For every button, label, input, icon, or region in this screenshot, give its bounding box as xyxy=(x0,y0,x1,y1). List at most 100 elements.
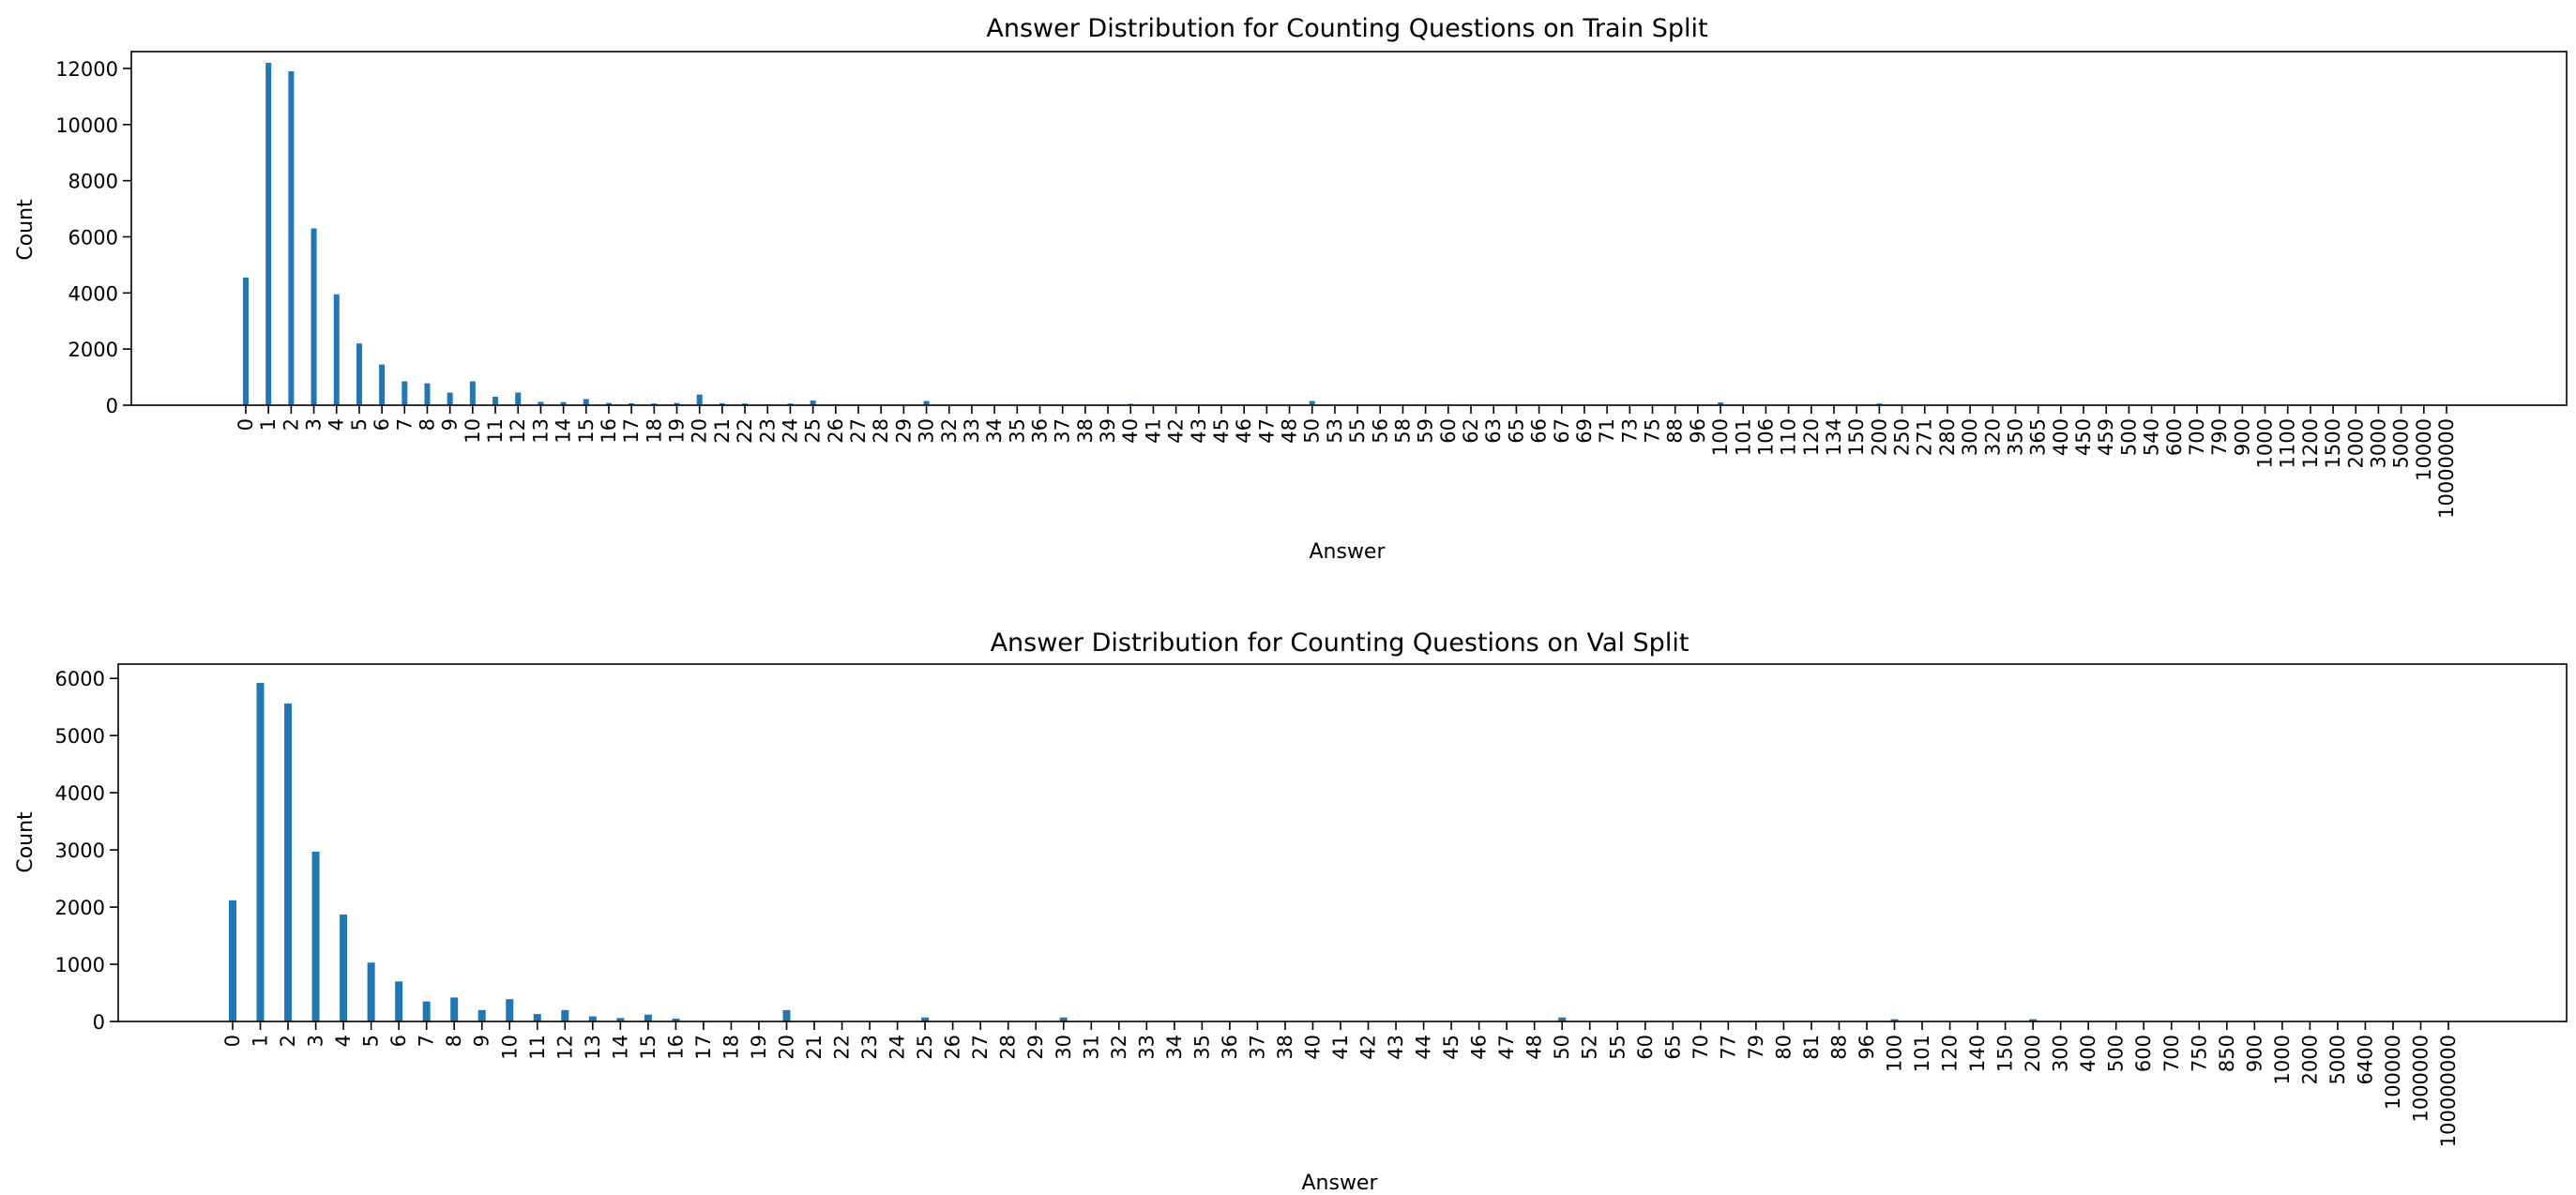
train-xtick-label: 62 xyxy=(1460,418,1482,444)
val-xtick-label: 79 xyxy=(1745,1035,1767,1060)
train-xtick-label: 24 xyxy=(779,418,801,444)
val-xtick-label: 500 xyxy=(2105,1035,2128,1072)
val-xtick-label: 50 xyxy=(1551,1035,1573,1060)
val-xtick-label: 6 xyxy=(387,1035,410,1047)
train-xtick-label: 16 xyxy=(598,418,620,444)
train-bar xyxy=(651,403,658,405)
val-xtick-label: 600 xyxy=(2132,1035,2155,1072)
train-xtick-label: 5000 xyxy=(2390,418,2413,468)
train-xtick-label: 29 xyxy=(892,418,915,444)
train-xtick-label: 5 xyxy=(348,418,371,431)
val-bar xyxy=(1558,1017,1567,1021)
train-xtick-label: 1100 xyxy=(2277,418,2299,468)
train-xtick-label: 1500 xyxy=(2322,418,2344,468)
train-xtick-label: 32 xyxy=(938,418,961,444)
train-bar xyxy=(787,403,794,405)
val-xtick-label: 23 xyxy=(858,1035,881,1060)
train-plot-frame xyxy=(130,51,2568,406)
train-ytick-label: 10000 xyxy=(55,114,118,137)
train-xtick-label: 11 xyxy=(484,418,507,444)
train-xtick-label: 450 xyxy=(2072,418,2095,456)
train-xtick-label: 2 xyxy=(280,418,302,431)
val-xtick-label: 100000000 xyxy=(2437,1035,2460,1147)
val-xticks: 0 1 2 3 4 5 6 7 8 9 10 11 12 13 14 15 16 17 18 19 20 21 22 23 24… xyxy=(221,1021,2460,1147)
val-ylabel: Count xyxy=(14,811,38,873)
val-xtick-label: 65 xyxy=(1661,1035,1684,1060)
train-xtick-label: 60 xyxy=(1437,418,1460,444)
train-bar xyxy=(1876,403,1883,405)
train-xtick-label: 150 xyxy=(1845,418,1868,456)
train-bar xyxy=(447,392,453,405)
train-xtick-label: 53 xyxy=(1324,418,1346,444)
val-xtick-label: 40 xyxy=(1301,1035,1324,1060)
train-xtick-label: 48 xyxy=(1279,418,1301,444)
val-xtick-label: 20 xyxy=(776,1035,798,1060)
train-xtick-label: 59 xyxy=(1415,418,1437,444)
train-bar xyxy=(719,402,725,405)
val-yticks: 0 1000 2000 3000 4000 5000 6000 xyxy=(55,668,118,1034)
train-xtick-label: 400 xyxy=(2050,418,2072,456)
train-xtick-label: 1200 xyxy=(2299,418,2322,468)
train-xtick-label: 30 xyxy=(916,418,938,444)
train-xtick-label: 65 xyxy=(1505,418,1527,444)
train-xtick-label: 350 xyxy=(2004,418,2026,456)
val-xtick-label: 44 xyxy=(1413,1035,1435,1060)
val-xtick-label: 700 xyxy=(2160,1035,2183,1072)
val-xtick-label: 48 xyxy=(1523,1035,1546,1060)
val-xtick-label: 17 xyxy=(692,1035,715,1060)
train-xtick-label: 2000 xyxy=(2344,418,2367,468)
train-xtick-label: 36 xyxy=(1028,418,1051,444)
val-bar xyxy=(311,851,320,1021)
val-xtick-label: 1 xyxy=(250,1035,272,1047)
val-bar xyxy=(616,1018,625,1021)
train-xtick-label: 34 xyxy=(983,418,1006,444)
val-bar xyxy=(533,1014,541,1021)
train-bar xyxy=(402,381,408,405)
val-bar xyxy=(672,1018,680,1021)
val-xtick-label: 7 xyxy=(416,1035,438,1047)
val-xtick-label: 81 xyxy=(1800,1035,1823,1060)
val-xtick-label: 400 xyxy=(2077,1035,2099,1072)
val-xtick-label: 30 xyxy=(1053,1035,1075,1060)
val-ytick-label: 3000 xyxy=(55,840,105,862)
train-xtick-label: 47 xyxy=(1255,418,1278,444)
train-xtick-label: 120 xyxy=(1800,418,1823,456)
train-xtick-label: 75 xyxy=(1642,418,1664,444)
train-xtick-label: 1 xyxy=(257,418,280,431)
val-xtick-label: 13 xyxy=(582,1035,604,1060)
val-xtick-label: 32 xyxy=(1108,1035,1130,1060)
train-ytick-label: 2000 xyxy=(68,339,118,361)
val-xtick-label: 60 xyxy=(1634,1035,1657,1060)
val-xtick-label: 140 xyxy=(1966,1035,1989,1072)
val-bar xyxy=(450,997,459,1021)
val-xlabel: Answer xyxy=(1301,1172,1378,1195)
val-ytick-label: 2000 xyxy=(55,897,105,919)
train-xtick-label: 459 xyxy=(2095,418,2117,456)
train-xtick-label: 55 xyxy=(1346,418,1369,444)
val-xtick-label: 77 xyxy=(1717,1035,1739,1060)
val-bar xyxy=(2029,1019,2038,1021)
train-bar xyxy=(583,399,589,405)
val-xtick-label: 36 xyxy=(1219,1035,1241,1060)
val-bar xyxy=(644,1014,652,1021)
train-xtick-label: 96 xyxy=(1687,418,1709,444)
val-bar xyxy=(395,981,403,1021)
train-xtick-label: 45 xyxy=(1210,418,1233,444)
val-bar xyxy=(782,1009,791,1021)
train-xtick-label: 71 xyxy=(1596,418,1618,444)
train-xtick-label: 43 xyxy=(1188,418,1210,444)
train-bars xyxy=(243,62,2449,405)
val-xtick-label: 750 xyxy=(2188,1035,2210,1072)
train-bar xyxy=(674,402,680,405)
val-ytick-label: 1000 xyxy=(55,954,105,976)
val-xtick-label: 15 xyxy=(637,1035,659,1060)
train-xtick-label: 38 xyxy=(1074,418,1097,444)
train-ylabel: Count xyxy=(14,199,38,261)
train-xtick-label: 37 xyxy=(1052,418,1074,444)
train-xtick-label: 600 xyxy=(2163,418,2186,456)
val-xtick-label: 2000 xyxy=(2298,1035,2321,1084)
train-bar xyxy=(1718,402,1724,405)
train-xtick-label: 3000 xyxy=(2367,418,2389,468)
val-xtick-label: 100000 xyxy=(2382,1035,2404,1110)
train-xtick-label: 10000000 xyxy=(2435,418,2458,519)
